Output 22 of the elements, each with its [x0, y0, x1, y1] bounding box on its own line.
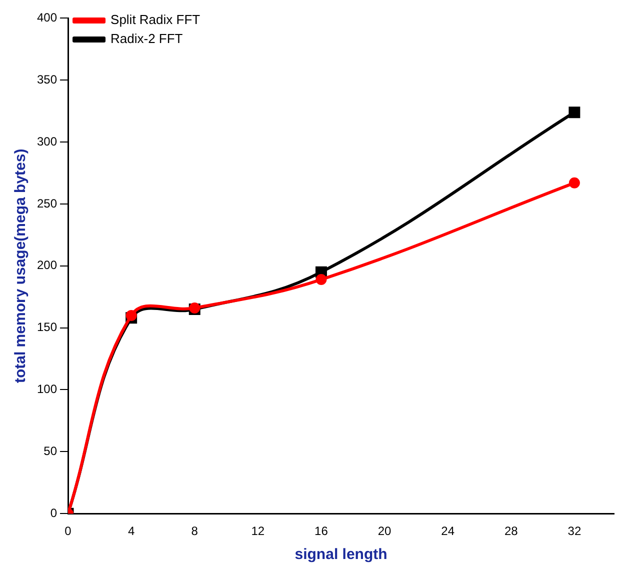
x-tick-label: 16 [314, 524, 328, 538]
y-tick-label: 200 [36, 258, 58, 272]
legend-label: Radix-2 FFT [110, 31, 183, 46]
x-axis-title: signal length [294, 546, 388, 564]
y-tick-label: 300 [36, 134, 58, 148]
x-tick-label: 32 [568, 524, 582, 538]
x-tick-label: 20 [378, 524, 392, 538]
x-tick-label: 24 [441, 524, 455, 538]
x-tick-label: 0 [64, 524, 72, 538]
y-tick-label: 350 [36, 72, 58, 86]
y-tick-label: 250 [36, 196, 58, 210]
y-tick-label: 400 [36, 10, 58, 25]
x-tick-label: 12 [251, 524, 265, 538]
y-tick-label: 50 [44, 444, 58, 458]
x-tick-label: 8 [191, 524, 198, 538]
x-tick-label: 28 [504, 524, 518, 538]
y-tick-label: 0 [50, 506, 58, 520]
x-tick-label: 4 [128, 524, 135, 538]
y-axis-title: total memory usage(mega bytes) [12, 148, 30, 384]
legend-label: Split Radix FFT [110, 12, 200, 28]
y-tick-label: 150 [36, 320, 58, 334]
y-tick-label: 100 [36, 382, 58, 396]
